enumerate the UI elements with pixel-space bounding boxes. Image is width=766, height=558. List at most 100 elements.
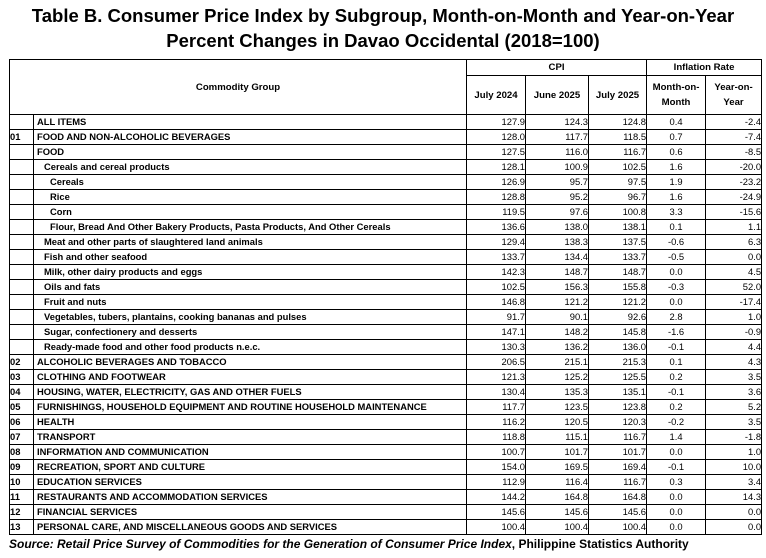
row-year-on-year: 4.3 xyxy=(705,354,763,370)
table-row: Cereals and cereal products 128.1 100.9 102… xyxy=(9,159,763,175)
row-month-on-month: 0.0 xyxy=(646,444,707,460)
table-row: 08 INFORMATION AND COMMUNICATION 100.7 101.… xyxy=(9,444,763,460)
row-cpi-july-2024: 128.8 xyxy=(466,189,526,205)
row-cpi-july-2025: 116.7 xyxy=(587,474,648,490)
row-cpi-july-2025: 169.4 xyxy=(587,459,648,475)
row-year-on-year: 10.0 xyxy=(705,459,763,475)
row-year-on-year: -1.8 xyxy=(705,429,763,445)
row-cpi-june-2025: 169.5 xyxy=(525,459,589,475)
table-row: Fruit and nuts 146.8 121.2 121.2 0.0 -17.4 xyxy=(9,294,763,310)
row-cpi-june-2025: 134.4 xyxy=(525,249,589,265)
row-year-on-year: 3.5 xyxy=(705,369,763,385)
row-year-on-year: 1.1 xyxy=(705,219,763,235)
row-commodity-name: CLOTHING AND FOOTWEAR xyxy=(33,369,467,385)
row-cpi-july-2024: 136.6 xyxy=(466,219,526,235)
row-cpi-july-2025: 145.6 xyxy=(587,504,648,520)
row-cpi-june-2025: 121.2 xyxy=(525,294,589,310)
row-cpi-july-2025: 92.6 xyxy=(587,309,648,325)
table-row: 10 EDUCATION SERVICES 112.9 116.4 116.7 0.3 3.… xyxy=(9,474,763,490)
row-year-on-year: 4.5 xyxy=(705,264,763,280)
row-year-on-year: 3.5 xyxy=(705,414,763,430)
row-cpi-july-2025: 118.5 xyxy=(587,129,648,145)
row-cpi-june-2025: 116.4 xyxy=(525,474,589,490)
row-cpi-june-2025: 148.2 xyxy=(525,324,589,340)
row-year-on-year: -7.4 xyxy=(705,129,763,145)
row-cpi-july-2024: 128.1 xyxy=(466,159,526,175)
row-month-on-month: 0.1 xyxy=(646,354,707,370)
source-prefix: Source: xyxy=(9,537,58,551)
row-code xyxy=(9,189,34,205)
row-cpi-july-2025: 120.3 xyxy=(587,414,648,430)
header-yoy-line-1: Year-on- xyxy=(714,82,753,93)
row-commodity-name: INFORMATION AND COMMUNICATION xyxy=(33,444,467,460)
row-commodity-name: FOOD xyxy=(33,144,467,160)
header-mom-line-1: Month-on- xyxy=(652,82,700,93)
row-commodity-name: Ready-made food and other food products … xyxy=(33,339,467,355)
row-month-on-month: -1.6 xyxy=(646,324,707,340)
row-cpi-july-2024: 146.8 xyxy=(466,294,526,310)
header-july-2024: July 2024 xyxy=(466,75,526,115)
row-code xyxy=(9,279,34,295)
table-row: Sugar, confectionery and desserts 147.1 14… xyxy=(9,324,763,340)
row-month-on-month: -0.3 xyxy=(646,279,707,295)
row-cpi-june-2025: 215.1 xyxy=(525,354,589,370)
table-row: 04 HOUSING, WATER, ELECTRICITY, GAS AND O… xyxy=(9,384,763,400)
row-code: 06 xyxy=(9,414,34,430)
row-cpi-july-2024: 119.5 xyxy=(466,204,526,220)
row-commodity-name: Milk, other dairy products and eggs xyxy=(33,264,467,280)
header-cpi: CPI xyxy=(465,59,648,76)
row-year-on-year: -23.2 xyxy=(705,174,763,190)
row-commodity-name: HOUSING, WATER, ELECTRICITY, GAS AND OTH… xyxy=(33,384,467,400)
row-cpi-july-2024: 100.4 xyxy=(466,519,526,535)
table-row: 01 FOOD AND NON-ALCOHOLIC BEVERAGES 128.0 1… xyxy=(9,129,763,145)
row-month-on-month: 1.6 xyxy=(646,159,707,175)
row-cpi-june-2025: 136.2 xyxy=(525,339,589,355)
row-cpi-june-2025: 100.4 xyxy=(525,519,589,535)
row-cpi-july-2025: 100.8 xyxy=(587,204,648,220)
table-row: FOOD 127.5 116.0 116.7 0.6 -8.5 xyxy=(9,144,763,160)
row-cpi-june-2025: 90.1 xyxy=(525,309,589,325)
row-code: 03 xyxy=(9,369,34,385)
row-code: 08 xyxy=(9,444,34,460)
row-cpi-july-2025: 123.8 xyxy=(587,399,648,415)
row-cpi-july-2024: 129.4 xyxy=(466,234,526,250)
row-code: 12 xyxy=(9,504,34,520)
row-cpi-july-2025: 125.5 xyxy=(587,369,648,385)
row-month-on-month: -0.5 xyxy=(646,249,707,265)
row-cpi-june-2025: 95.7 xyxy=(525,174,589,190)
source-suffix: , Philippine Statistics Authority xyxy=(511,537,689,551)
row-commodity-name: Flour, Bread And Other Bakery Products, … xyxy=(33,219,467,235)
row-commodity-name: RESTAURANTS AND ACCOMMODATION SERVICES xyxy=(33,489,467,505)
row-commodity-name: Rice xyxy=(33,189,467,205)
row-year-on-year: 0.0 xyxy=(705,504,763,520)
row-code xyxy=(9,249,34,265)
row-cpi-july-2025: 135.1 xyxy=(587,384,648,400)
row-cpi-july-2025: 133.7 xyxy=(587,249,648,265)
row-year-on-year: -17.4 xyxy=(705,294,763,310)
row-cpi-july-2025: 116.7 xyxy=(587,429,648,445)
table-row: Milk, other dairy products and eggs 142.3… xyxy=(9,264,763,280)
row-year-on-year: 6.3 xyxy=(705,234,763,250)
row-commodity-name: Fruit and nuts xyxy=(33,294,467,310)
row-code xyxy=(9,309,34,325)
row-year-on-year: -20.0 xyxy=(705,159,763,175)
row-month-on-month: 0.2 xyxy=(646,369,707,385)
row-commodity-name: PERSONAL CARE, AND MISCELLANEOUS GOODS A… xyxy=(33,519,467,535)
header-june-2025: June 2025 xyxy=(525,75,589,115)
table-row: Ready-made food and other food products … xyxy=(9,339,763,355)
row-cpi-july-2024: 144.2 xyxy=(466,489,526,505)
row-code xyxy=(9,144,34,160)
source-note: Source: Retail Price Survey of Commoditi… xyxy=(9,537,689,551)
row-code xyxy=(9,339,34,355)
row-commodity-name: Meat and other parts of slaughtered land… xyxy=(33,234,467,250)
cpi-table: Commodity Group CPI Inflation Rate July … xyxy=(9,59,763,535)
header-commodity-group: Commodity Group xyxy=(9,59,467,115)
row-cpi-june-2025: 95.2 xyxy=(525,189,589,205)
header-month-on-month: Month-on- Month xyxy=(646,75,707,115)
row-cpi-june-2025: 115.1 xyxy=(525,429,589,445)
row-month-on-month: 0.2 xyxy=(646,399,707,415)
row-month-on-month: 0.1 xyxy=(646,219,707,235)
row-cpi-july-2024: 142.3 xyxy=(466,264,526,280)
row-year-on-year: 3.4 xyxy=(705,474,763,490)
row-cpi-july-2024: 130.4 xyxy=(466,384,526,400)
